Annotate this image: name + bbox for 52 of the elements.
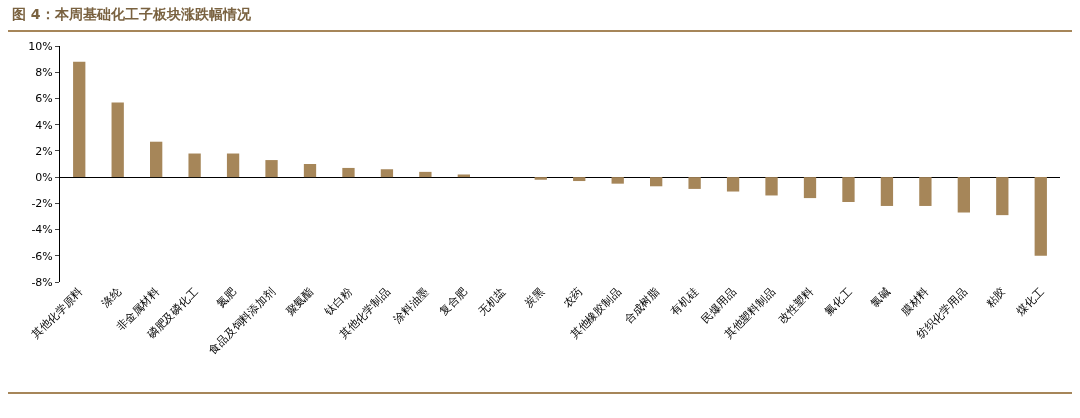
y-tick-label: 6% [35, 92, 53, 106]
x-tick-label: 膜材料 [898, 285, 932, 318]
bar [803, 177, 817, 199]
bar [957, 177, 970, 213]
bar [188, 153, 201, 178]
bar [150, 141, 163, 178]
y-tick-label: 8% [35, 66, 53, 80]
y-tick-label: -6% [31, 249, 53, 263]
x-tick-label: 涤纶 [98, 285, 124, 311]
y-tick-label: 0% [35, 170, 53, 184]
x-tick-label: 改性塑料 [775, 285, 817, 326]
bar [996, 177, 1009, 216]
bar [880, 177, 894, 206]
x-tick-label: 有机硅 [668, 285, 701, 318]
bar [265, 160, 278, 178]
bar [303, 164, 317, 178]
x-tick-label: 复合肥 [437, 285, 470, 318]
x-tick-label: 农药 [560, 285, 586, 311]
chart-title: 图 4：本周基础化工子板块涨跌幅情况 [8, 6, 1072, 32]
bar [419, 171, 432, 178]
x-tick-label: 炭黑 [522, 285, 547, 311]
x-tick-label: 合成树脂 [621, 285, 663, 326]
bar [919, 177, 932, 206]
bar [726, 177, 740, 192]
bar [842, 177, 855, 203]
x-tick-label: 涂料油墨 [391, 285, 432, 326]
y-tick-label: 10% [28, 39, 53, 53]
bar [73, 61, 86, 178]
y-tick-label: 4% [35, 118, 53, 132]
bar [111, 102, 124, 178]
x-tick-label: 钛白粉 [321, 285, 355, 319]
x-tick-label: 氟化工 [821, 285, 855, 318]
y-tick-label: 2% [35, 144, 53, 158]
bar [611, 177, 624, 184]
x-tick-label: 粘胶 [983, 285, 1009, 311]
bar [457, 174, 470, 178]
bar [573, 177, 586, 182]
bar [342, 167, 355, 178]
y-tick-label: -4% [31, 223, 53, 237]
bar [765, 177, 778, 196]
x-tick-label: 煤化工 [1014, 285, 1047, 318]
x-tick-label: 聚氨酯 [283, 285, 317, 318]
bar [650, 177, 663, 187]
bar [534, 177, 547, 180]
x-tick-label: 无机盐 [475, 285, 509, 318]
bar [688, 177, 701, 189]
bar [380, 169, 394, 178]
x-tick-label: 氯碱 [868, 285, 893, 311]
y-tick-label: -2% [31, 197, 53, 211]
bar [1034, 177, 1047, 256]
bar [226, 153, 240, 178]
x-tick-label: 氮肥 [214, 285, 240, 311]
